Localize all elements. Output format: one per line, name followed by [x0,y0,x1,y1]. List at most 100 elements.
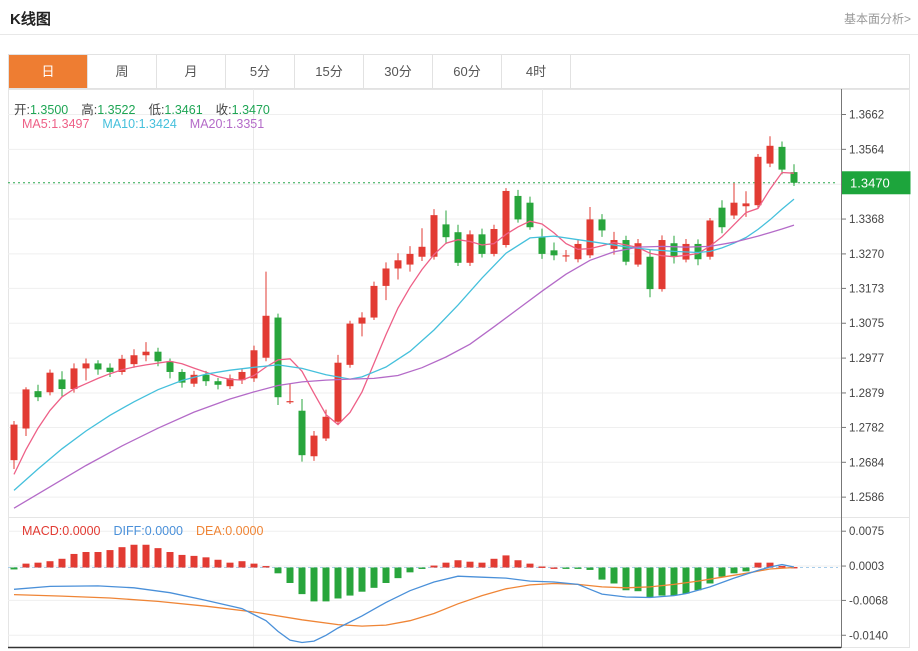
price-axis-label: 1.3368 [849,214,884,226]
macd-bar [118,547,126,568]
label: DEA: [196,524,226,538]
current-price-tag-value: 1.3470 [850,175,890,190]
tab-period-4[interactable]: 15分 [295,55,364,88]
candle-body [658,240,666,290]
candle-body [154,351,162,362]
macd-bar [22,563,30,568]
price-axis-label: 1.3662 [849,110,884,122]
candle-body [478,234,486,254]
macdRow-item-0: MACD:0.0000 [22,524,101,538]
macd-bar [382,567,390,583]
macd-bar [310,567,318,602]
value: 1.3497 [51,117,90,131]
macd-bar [70,553,78,568]
candle-body [502,190,510,246]
macdRow-item-2: DEA:0.0000 [196,524,263,538]
macd-bar [142,544,150,568]
tab-period-0[interactable]: 日 [9,55,88,88]
tab-period-5[interactable]: 30分 [364,55,433,88]
candle-body [382,268,390,286]
macd-bar [766,562,774,568]
candle-body [34,391,42,398]
candle-body [70,368,78,390]
macd-bar [562,567,570,569]
candle-body [574,243,582,260]
candle-body [94,363,102,370]
maRow-item-2: MA20:1.3351 [190,117,264,131]
candle-body [514,195,522,220]
macd-bar [574,567,582,569]
label: 高: [81,103,98,117]
candle-body [262,315,270,358]
macd-bar [130,544,138,568]
tab-period-6[interactable]: 60分 [433,55,502,88]
macdRow-item-1: DIFF:0.0000 [114,524,183,538]
candle-body [742,203,750,207]
candle-body [430,215,438,257]
candle-body [754,156,762,206]
macd-bar [538,566,546,568]
label: 低: [148,103,165,117]
fundamental-analysis-link[interactable]: 基本面分析> [843,12,911,26]
candle-body [346,323,354,365]
candle-body [226,378,234,387]
macd-bar [514,560,522,568]
candle-body [298,410,306,456]
candle-body [274,317,282,398]
candle-body [634,243,642,265]
candle-body [586,219,594,256]
macd-bar [250,563,258,568]
tab-period-2[interactable]: 月 [157,55,226,88]
macd-bar [610,567,618,584]
macd-bar [670,567,678,596]
candle-body [730,202,738,216]
tab-period-3[interactable]: 5分 [226,55,295,88]
macd-bar [478,562,486,568]
candle-body [694,243,702,260]
ohlcRow-item-1: 高:1.3522 [81,103,135,117]
macd-bar [106,550,114,568]
topbar: K线图 基本面分析> [0,0,918,35]
macd-bar [166,552,174,568]
candle-body [598,219,606,231]
price-axis-label: 1.3173 [849,283,884,295]
candle-body [190,374,198,384]
macd-bar [778,566,786,568]
tab-period-7[interactable]: 4时 [502,55,571,88]
price-axis-label: 1.2977 [849,353,884,365]
candle-body [526,202,534,228]
value: 1.3424 [138,117,177,131]
ma10-line [13,198,795,491]
macd-bar [466,561,474,568]
macd-bar [82,552,90,568]
candle-body [646,256,654,290]
period-tabs: 日周月 5分 15分 30分 60分 4时 [8,54,910,89]
macd-bar [226,562,234,568]
price-axis-label: 1.2586 [849,492,884,504]
value: 1.3522 [97,103,136,117]
candle-body [706,220,714,257]
candle-body [58,379,66,390]
macd-bar [634,567,642,592]
macd-bar [526,563,534,568]
macd-bar [58,558,66,568]
candle-body [562,255,570,257]
candle-body [322,416,330,439]
value: 1.3500 [29,103,69,117]
candle-body [442,224,450,238]
candle-body [118,358,126,372]
ma5-line [13,171,795,475]
tab-period-1[interactable]: 周 [88,55,157,88]
macd-bar [586,567,594,570]
macd-bar [730,567,738,574]
macd-bar [34,562,42,568]
macd-bar [490,558,498,568]
dea-line [13,566,795,627]
macd-bar [406,567,414,573]
macd-bar [202,557,210,568]
macd-bar [682,567,690,594]
price-axis-label: 1.2879 [849,388,884,400]
candle-body [286,401,294,403]
candle-body [406,253,414,265]
